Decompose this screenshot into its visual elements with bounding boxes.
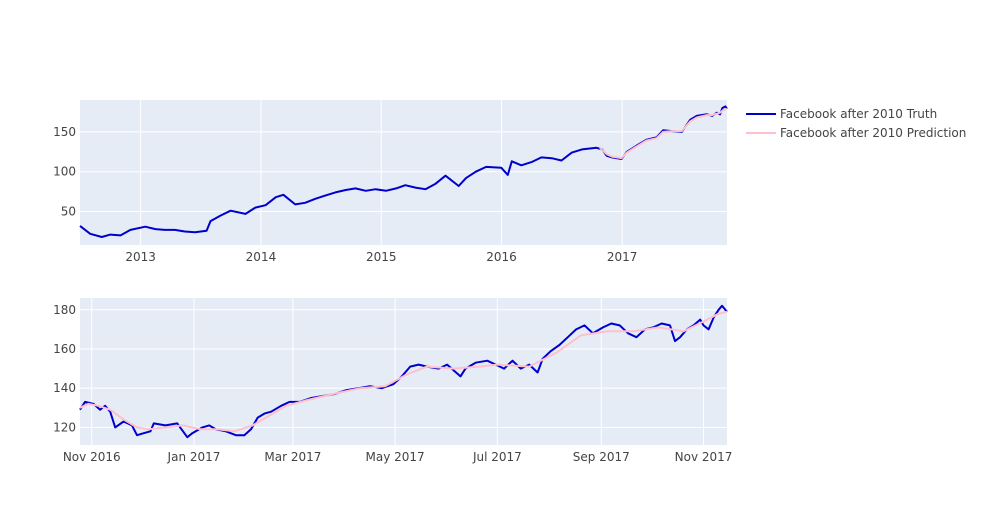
- bottom-series-line-prediction: [79, 310, 728, 433]
- top-x-tick-label: 2013: [125, 250, 156, 264]
- legend-item-truth[interactable]: Facebook after 2010 Truth: [746, 107, 937, 121]
- bottom-x-tick-label: Nov 2016: [63, 450, 121, 464]
- bottom-plot-background: [80, 298, 727, 445]
- bottom-x-tick-label: May 2017: [366, 450, 425, 464]
- bottom-x-tick-label: Nov 2017: [675, 450, 733, 464]
- legend-item-prediction[interactable]: Facebook after 2010 Prediction: [746, 126, 966, 140]
- bottom-x-tick-label: Mar 2017: [264, 450, 321, 464]
- bottom-x-tick-label: Jan 2017: [167, 450, 221, 464]
- top-plot-background: [80, 100, 727, 245]
- bottom-series-line-truth: [79, 304, 728, 439]
- bottom-y-tick-label: 160: [53, 342, 76, 356]
- top-x-tick-label: 2015: [366, 250, 397, 264]
- top-x-tick-label: 2017: [607, 250, 638, 264]
- bottom-x-tick-label: Sep 2017: [573, 450, 630, 464]
- bottom-x-axis: Nov 2016 Jan 2017 Mar 2017 May 2017 Jul 2017…: [63, 450, 733, 464]
- bottom-y-tick-label: 120: [53, 420, 76, 434]
- top-y-tick-label: 50: [61, 205, 76, 219]
- legend: Facebook after 2010 Truth Facebook after…: [746, 107, 966, 140]
- bottom-x-tick-label: Jul 2017: [472, 450, 522, 464]
- top-y-tick-label: 100: [53, 165, 76, 179]
- legend-label-truth: Facebook after 2010 Truth: [780, 107, 937, 121]
- bottom-y-tick-label: 180: [53, 303, 76, 317]
- top-series-group: [79, 105, 728, 238]
- top-x-tick-label: 2014: [246, 250, 277, 264]
- bottom-series-group: [79, 304, 728, 439]
- legend-label-prediction: Facebook after 2010 Prediction: [780, 126, 966, 140]
- top-y-tick-label: 150: [53, 125, 76, 139]
- top-x-axis: 2013 2014 2015 2016 2017: [125, 250, 637, 264]
- top-y-axis: 50 100 150: [53, 125, 76, 219]
- bottom-y-tick-label: 140: [53, 381, 76, 395]
- top-x-tick-label: 2016: [486, 250, 517, 264]
- bottom-y-axis: 120 140 160 180: [53, 303, 76, 435]
- top-series-line-prediction: [599, 107, 728, 160]
- top-subplot: 2013 2014 2015 2016 2017 50 100 150: [53, 100, 728, 264]
- top-grid: [80, 100, 727, 245]
- bottom-subplot: Nov 2016 Jan 2017 Mar 2017 May 2017 Jul 2017…: [53, 298, 732, 464]
